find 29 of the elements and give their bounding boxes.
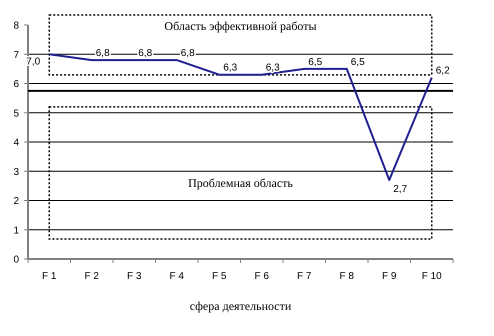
y-tick-label: 6 [13,79,20,90]
data-label: 6,3 [223,62,238,74]
annotation: Проблемная область [188,176,294,190]
annotation: Область эффективной работы [164,19,317,33]
y-tick-label: 4 [13,138,20,148]
y-tick-label: 1 [13,225,20,236]
x-tick-label: F 5 [212,271,227,282]
x-tick-label: F 6 [254,271,270,282]
x-tick-label: F 1 [42,271,57,282]
y-tick-label: 7 [13,50,20,61]
y-tick-label: 3 [13,166,20,178]
x-axis-title: сфера деятельности [190,299,292,313]
x-tick-label: F 7 [297,271,312,282]
data-label: 6,5 [308,56,323,68]
x-tick-label: F 4 [170,271,184,282]
y-tick-label: 8 [13,20,20,32]
data-label: 6,2 [436,66,450,77]
x-tick-label: F 2 [84,271,100,282]
data-label: 2,7 [393,184,408,196]
data-label: 7,0 [26,56,41,68]
y-tick-label: 2 [13,196,20,207]
x-tick-label: F 8 [340,271,354,282]
y-tick-label: 5 [13,108,20,120]
data-label: 6,5 [350,56,366,68]
data-label: 6,3 [266,62,280,74]
x-tick-label: F 10 [422,271,442,282]
x-tick-label: F 9 [382,271,397,282]
y-tick-label: 0 [13,254,20,266]
x-tick-label: F 3 [127,271,142,282]
